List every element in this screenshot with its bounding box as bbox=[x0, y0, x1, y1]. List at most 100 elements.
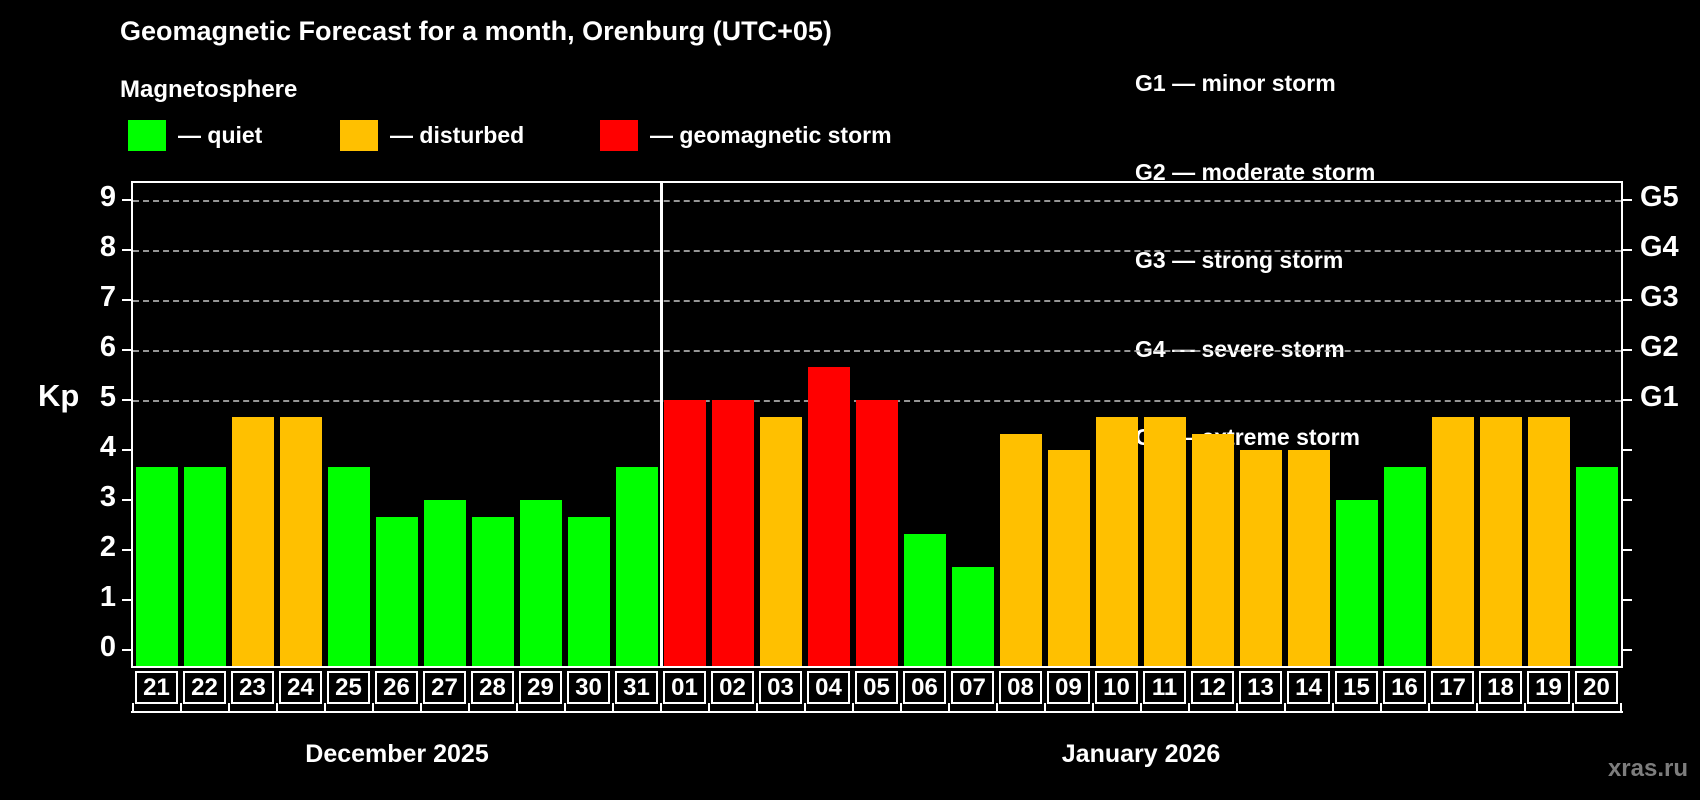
date-cell-12: 12 bbox=[1191, 671, 1234, 704]
kp-bar-26 bbox=[376, 516, 418, 666]
y-label-kp0: 0 bbox=[99, 631, 116, 663]
date-cell-02: 02 bbox=[711, 671, 754, 704]
left-tick-kp9 bbox=[122, 199, 131, 201]
kp-bar-10 bbox=[1096, 416, 1138, 666]
kp-bar-24 bbox=[280, 416, 322, 666]
date-cell-27: 27 bbox=[423, 671, 466, 704]
legend-label-quiet: — quiet bbox=[178, 122, 263, 148]
month-label-0: December 2025 bbox=[305, 740, 489, 768]
date-cell-06: 06 bbox=[903, 671, 946, 704]
kp-bar-03 bbox=[760, 416, 802, 666]
bottom-axis-tick bbox=[228, 703, 230, 711]
kp-bar-31 bbox=[616, 466, 658, 666]
bottom-axis-tick bbox=[276, 703, 278, 711]
bottom-axis-tick bbox=[1044, 703, 1046, 711]
kp-bar-18 bbox=[1480, 416, 1522, 666]
date-cell-15: 15 bbox=[1335, 671, 1378, 704]
left-tick-kp4 bbox=[122, 449, 131, 451]
kp-bar-14 bbox=[1288, 450, 1330, 666]
bottom-axis-tick bbox=[804, 703, 806, 711]
right-tick-kp3 bbox=[1622, 499, 1632, 501]
bottom-axis-tick bbox=[660, 703, 662, 711]
date-cell-17: 17 bbox=[1431, 671, 1474, 704]
date-cell-24: 24 bbox=[279, 671, 322, 704]
date-cell-26: 26 bbox=[375, 671, 418, 704]
date-cell-04: 04 bbox=[807, 671, 850, 704]
left-tick-kp3 bbox=[122, 499, 131, 501]
kp-bar-19 bbox=[1528, 416, 1570, 666]
bottom-axis-tick bbox=[948, 703, 950, 711]
right-tick-kp4 bbox=[1622, 449, 1632, 451]
date-cell-09: 09 bbox=[1047, 671, 1090, 704]
date-cell-20: 20 bbox=[1575, 671, 1618, 704]
chart-title: Geomagnetic Forecast for a month, Orenbu… bbox=[120, 16, 832, 46]
date-cell-18: 18 bbox=[1479, 671, 1522, 704]
date-cell-25: 25 bbox=[327, 671, 370, 704]
kp-bar-04 bbox=[808, 366, 850, 666]
bottom-axis-tick bbox=[1332, 703, 1334, 711]
chart-subtitle: Magnetosphere bbox=[120, 76, 298, 103]
gridline-kp7 bbox=[133, 300, 1621, 302]
kp-bar-22 bbox=[184, 466, 226, 666]
bottom-axis-tick bbox=[900, 703, 902, 711]
kp-bar-23 bbox=[232, 416, 274, 666]
date-cell-03: 03 bbox=[759, 671, 802, 704]
bottom-axis-tick bbox=[1380, 703, 1382, 711]
right-tick-kp6 bbox=[1622, 349, 1632, 351]
kp-bar-25 bbox=[328, 466, 370, 666]
bottom-axis-tick bbox=[1092, 703, 1094, 711]
right-tick-kp8 bbox=[1622, 249, 1632, 251]
bottom-axis-tick bbox=[132, 703, 134, 711]
y-label-kp2: 2 bbox=[99, 531, 116, 563]
date-cell-23: 23 bbox=[231, 671, 274, 704]
g-legend-line-g2: G2 — moderate storm bbox=[1135, 158, 1376, 185]
date-cell-16: 16 bbox=[1383, 671, 1426, 704]
kp-bar-27 bbox=[424, 500, 466, 666]
legend-label-storm: — geomagnetic storm bbox=[650, 122, 892, 148]
date-cell-31: 31 bbox=[615, 671, 658, 704]
month-separator bbox=[659, 183, 663, 666]
gridline-kp9 bbox=[133, 200, 1621, 202]
kp-bar-13 bbox=[1240, 450, 1282, 666]
y-label-kp6: 6 bbox=[99, 331, 116, 363]
legend-item-disturbed: — disturbed bbox=[340, 120, 524, 151]
y-label-kp1: 1 bbox=[99, 581, 116, 613]
date-cell-10: 10 bbox=[1095, 671, 1138, 704]
g-label-g2: G2 bbox=[1640, 331, 1679, 363]
legend-label-disturbed: — disturbed bbox=[390, 122, 525, 148]
y-label-kp8: 8 bbox=[99, 231, 116, 263]
g-label-g4: G4 bbox=[1640, 231, 1679, 263]
g-label-g3: G3 bbox=[1640, 281, 1679, 313]
y-label-kp3: 3 bbox=[99, 481, 116, 513]
kp-bar-17 bbox=[1432, 416, 1474, 666]
date-cell-13: 13 bbox=[1239, 671, 1282, 704]
kp-bar-15 bbox=[1336, 500, 1378, 666]
left-tick-kp0 bbox=[122, 649, 131, 651]
date-cell-07: 07 bbox=[951, 671, 994, 704]
quiet-color-swatch bbox=[128, 120, 166, 151]
bottom-axis-tick bbox=[756, 703, 758, 711]
date-cell-30: 30 bbox=[567, 671, 610, 704]
kp-bar-07 bbox=[952, 566, 994, 666]
left-tick-kp5 bbox=[122, 399, 131, 401]
g-label-g1: G1 bbox=[1640, 381, 1679, 413]
left-tick-kp7 bbox=[122, 299, 131, 301]
right-tick-kp9 bbox=[1622, 199, 1632, 201]
gridline-kp6 bbox=[133, 350, 1621, 352]
bottom-axis-tick bbox=[1476, 703, 1478, 711]
bottom-axis-tick bbox=[1284, 703, 1286, 711]
bottom-axis-tick bbox=[516, 703, 518, 711]
date-cell-01: 01 bbox=[663, 671, 706, 704]
right-tick-kp5 bbox=[1622, 399, 1632, 401]
kp-bar-08 bbox=[1000, 433, 1042, 666]
bottom-axis-tick bbox=[324, 703, 326, 711]
date-cell-21: 21 bbox=[135, 671, 178, 704]
right-tick-kp1 bbox=[1622, 599, 1632, 601]
date-cell-08: 08 bbox=[999, 671, 1042, 704]
kp-bar-02 bbox=[712, 400, 754, 666]
y-label-kp5: 5 bbox=[99, 381, 116, 413]
g-label-g5: G5 bbox=[1640, 181, 1679, 213]
kp-bar-11 bbox=[1144, 416, 1186, 666]
bottom-axis-tick bbox=[996, 703, 998, 711]
